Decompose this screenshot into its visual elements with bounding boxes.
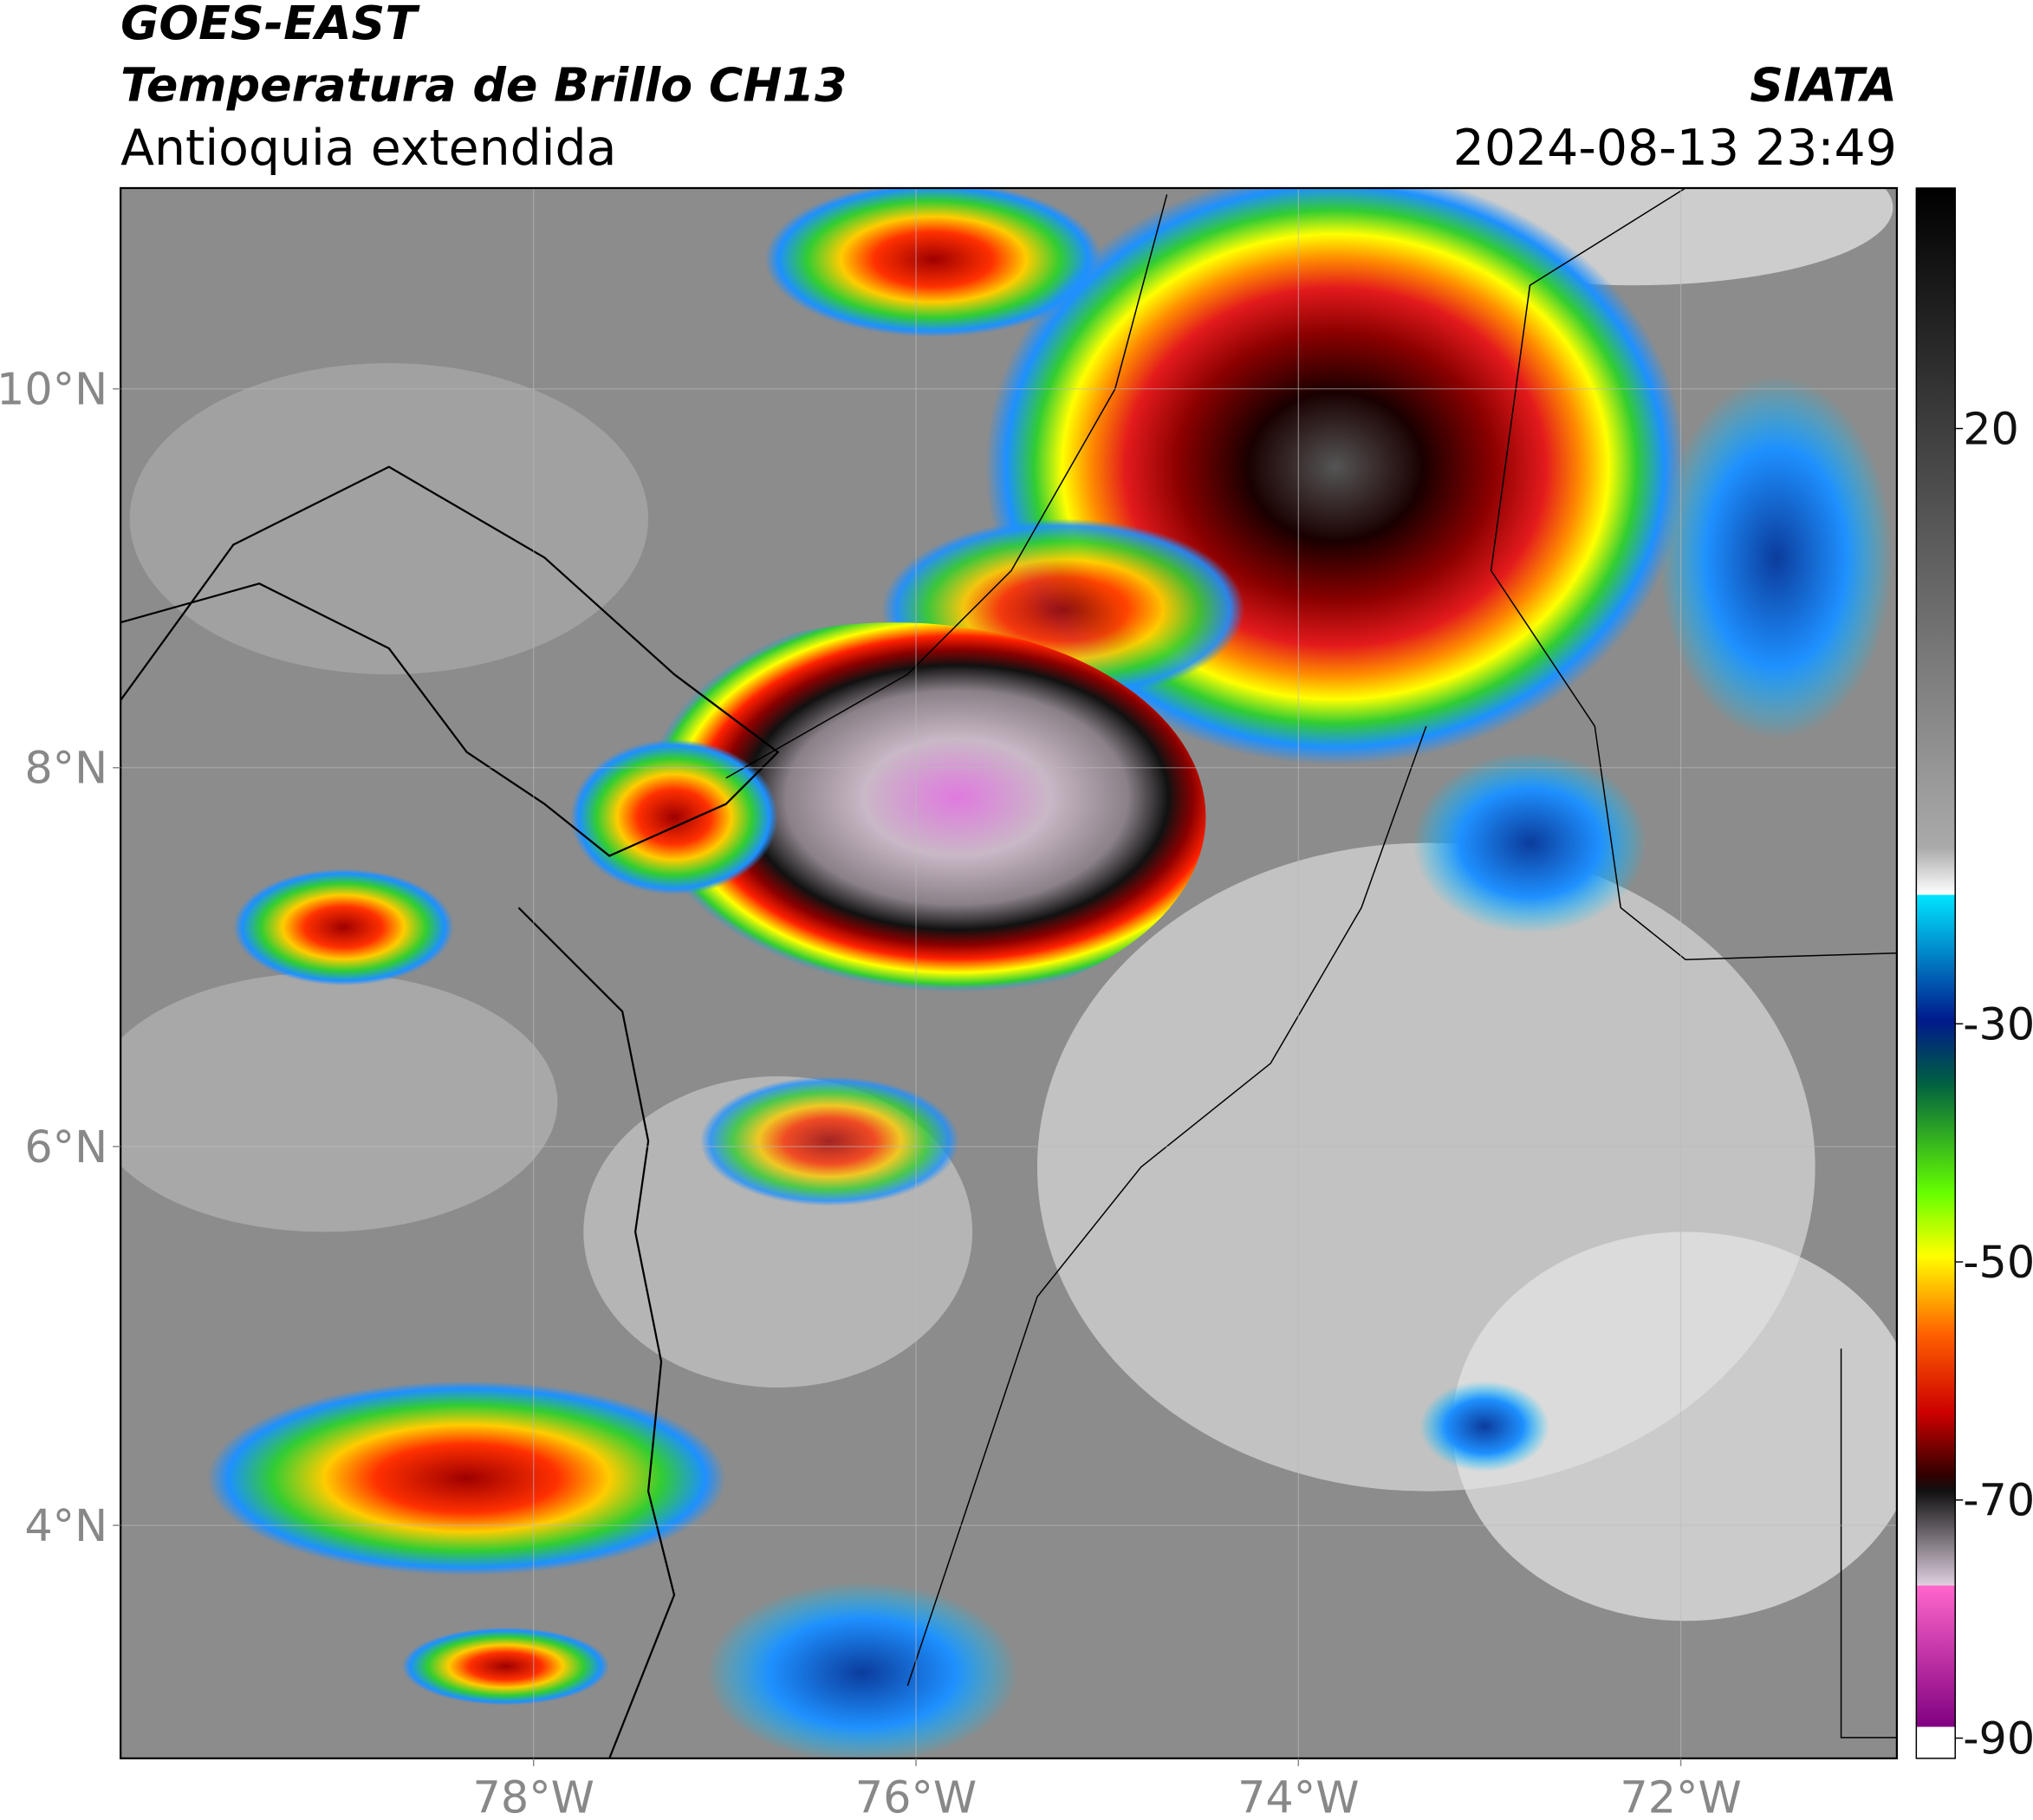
colorbar-tick-label: -30	[1963, 998, 2033, 1050]
colorbar-tick-label: 20	[1963, 403, 2019, 454]
lat-tick-label: 10°N	[0, 364, 107, 415]
region: Antioquia extendida	[120, 120, 616, 177]
colorbar-tick-label: -50	[1963, 1237, 2033, 1288]
lon-tick-label: 74°W	[1237, 1772, 1359, 1820]
subtitle: Temperatura de Brillo CH13	[120, 58, 847, 113]
datetime: 2024-08-13 23:49	[1453, 120, 1897, 177]
satellite-image	[120, 188, 1897, 1758]
lon-tick-label: 72°W	[1620, 1772, 1741, 1820]
lat-tick-label: 6°N	[24, 1121, 107, 1173]
colorbar	[1915, 187, 1956, 1759]
lon-tick-label: 76°W	[855, 1772, 977, 1820]
graticule	[120, 188, 1897, 1758]
lat-tick-label: 4°N	[24, 1500, 107, 1551]
lat-tick-label: 8°N	[24, 743, 107, 794]
title: GOES-EAST	[120, 0, 420, 50]
colorbar-tick-label: -70	[1963, 1475, 2033, 1526]
source: SIATA	[1750, 58, 1897, 113]
map-frame	[120, 186, 1899, 1759]
lon-tick-label: 78°W	[473, 1772, 594, 1820]
colorbar-tick-label: -90	[1963, 1713, 2033, 1764]
